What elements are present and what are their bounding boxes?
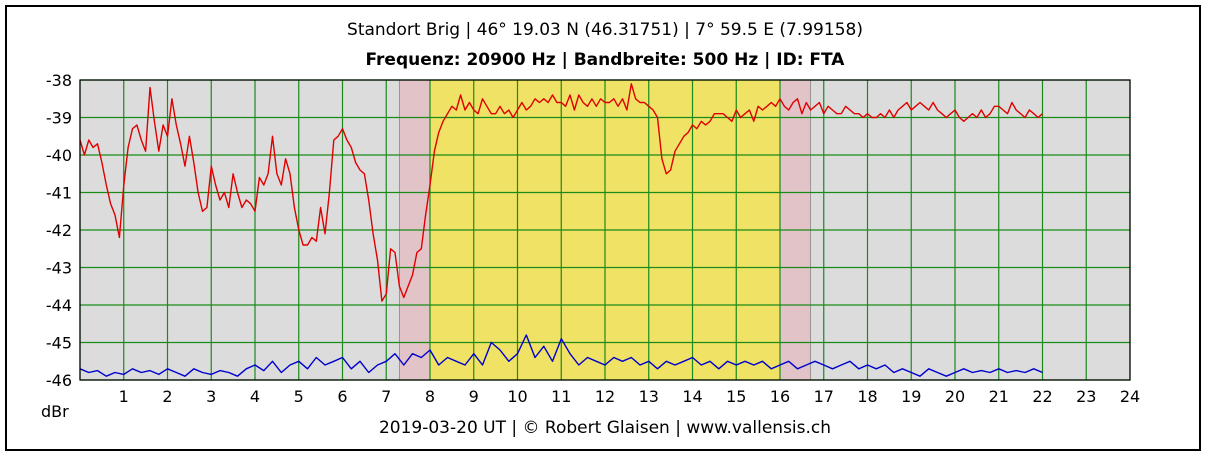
chart-subtitle: Frequenz: 20900 Hz | Bandbreite: 500 Hz …	[366, 50, 846, 70]
y-tick-label: -44	[46, 296, 72, 315]
x-tick-label: 18	[857, 387, 877, 406]
y-tick-label: -41	[46, 184, 72, 203]
noise-series-line	[79, 334, 1043, 377]
x-tick-label: 23	[1076, 387, 1096, 406]
y-tick-label: -46	[46, 371, 72, 390]
x-tick-label: 8	[425, 387, 435, 406]
x-tick-label: 14	[682, 387, 702, 406]
x-tick-label: 22	[1032, 387, 1052, 406]
y-tick-label: -45	[46, 334, 72, 353]
footer-text: 2019-03-20 UT | © Robert Glaisen | www.v…	[379, 418, 831, 438]
y-tick-label: -43	[46, 259, 72, 278]
x-tick-label: 19	[901, 387, 921, 406]
x-tick-label: 11	[551, 387, 571, 406]
x-tick-label: 17	[814, 387, 834, 406]
x-tick-label: 20	[945, 387, 965, 406]
signal-series-line	[79, 83, 1043, 302]
x-tick-label: 2	[162, 387, 172, 406]
y-axis-unit-label: dBr	[41, 402, 69, 421]
x-tick-label: 3	[206, 387, 216, 406]
x-tick-label: 6	[337, 387, 347, 406]
chart-frame	[5, 5, 1201, 451]
y-tick-label: -38	[46, 71, 72, 90]
x-tick-label: 13	[639, 387, 659, 406]
x-tick-label: 12	[595, 387, 615, 406]
chart-title: Standort Brig | 46° 19.03 N (46.31751) |…	[347, 20, 863, 40]
y-tick-label: -40	[46, 146, 72, 165]
plot-area: -38-39-40-41-42-43-44-45-461 2 3 4 5 6 7 8 9 10 11…	[46, 71, 1140, 406]
x-tick-label: 16	[770, 387, 790, 406]
x-tick-label: 4	[250, 387, 260, 406]
x-tick-label: 15	[726, 387, 746, 406]
x-tick-label: 1	[119, 387, 129, 406]
x-tick-label: 9	[469, 387, 479, 406]
y-tick-label: -39	[46, 109, 72, 128]
x-tick-label: 24	[1120, 387, 1140, 406]
x-tick-label: 10	[507, 387, 527, 406]
plot-border	[79, 79, 1131, 381]
x-tick-label: 21	[989, 387, 1009, 406]
x-tick-label: 7	[381, 387, 391, 406]
y-tick-label: -42	[46, 221, 72, 240]
x-tick-label: 5	[294, 387, 304, 406]
